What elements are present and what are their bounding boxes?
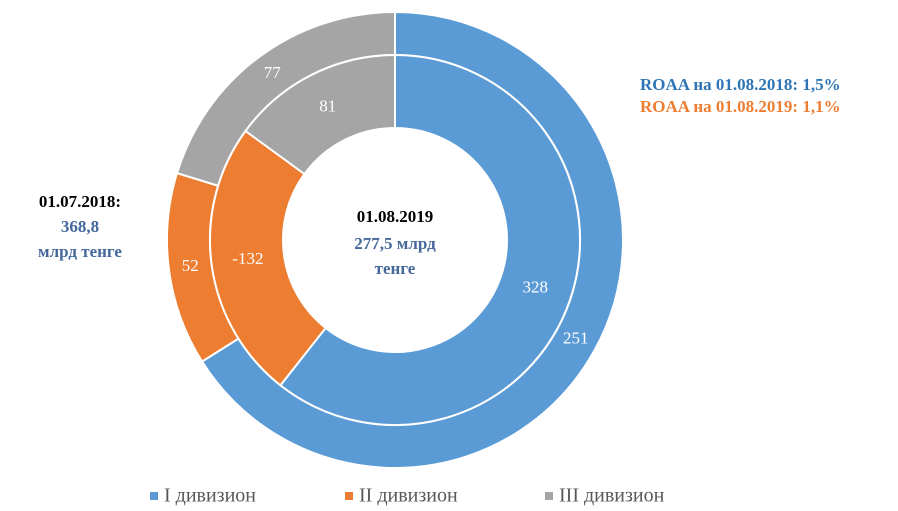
center-date: 01.08.2019 [357,207,434,226]
donut-segment [209,129,328,387]
legend-swatch [545,492,553,500]
left-value: 368,8 [61,217,99,236]
center-value: 277,5 млрд [354,234,436,253]
legend-label: I дивизион [164,485,256,507]
annotation: ROAA на 01.08.2019: 1,1% [640,97,841,116]
legend-label: II дивизион [359,485,458,507]
data-label: 328 [523,278,549,297]
left-unit: млрд тенге [38,242,122,261]
data-label: -132 [232,249,263,268]
donut-segment [244,53,396,176]
data-label: 81 [319,97,336,116]
center-unit: тенге [375,259,416,278]
data-label: 251 [563,329,589,348]
legend-swatch [345,492,353,500]
donut-segment [279,53,581,426]
left-date: 01.07.2018: [39,192,121,211]
data-label: 52 [182,256,199,275]
annotation: ROAA на 01.08.2018: 1,5% [640,75,841,94]
legend-label: III дивизион [559,485,665,507]
legend-swatch [150,492,158,500]
data-label: 77 [264,63,282,82]
